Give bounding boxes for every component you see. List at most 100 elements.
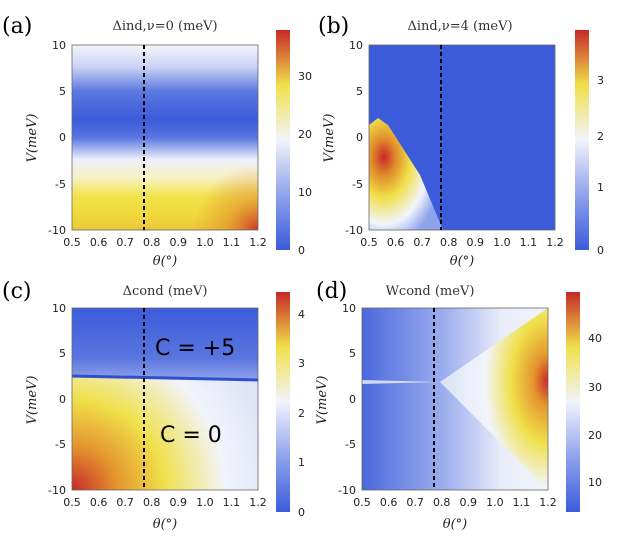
panel-a-label: (a) [2, 14, 32, 39]
x-tick: 0.5 [353, 496, 371, 509]
x-tick: 1.2 [249, 496, 267, 509]
panel-b-wedge [369, 118, 443, 230]
panel-c-ylabel: V(meV) [25, 376, 40, 425]
x-tick: 0.6 [387, 236, 405, 249]
panel-c-upper-region [72, 308, 258, 380]
cb-tick: 0 [597, 244, 604, 257]
panel-b-cbticks: 3 2 1 0 [597, 74, 604, 257]
cb-tick: 20 [588, 429, 602, 442]
x-tick: 0.9 [170, 236, 188, 249]
x-tick: 0.7 [413, 236, 431, 249]
x-tick: 1.1 [520, 236, 538, 249]
x-tick: 0.8 [143, 236, 161, 249]
panel-c-xlabel: θ(°) [153, 517, 177, 532]
x-tick: 0.6 [90, 496, 108, 509]
panel-d: (d) Wcond (meV) 0.5 0.6 0.7 0.8 0.9 1.0 … [315, 279, 602, 532]
x-tick: 1.2 [539, 496, 557, 509]
x-tick: 1.2 [546, 236, 564, 249]
y-tick: -5 [345, 438, 356, 451]
panel-c-label: (c) [2, 279, 32, 304]
panel-b-xticks: 0.5 0.6 0.7 0.8 0.9 1.0 1.1 1.2 [360, 236, 564, 249]
x-tick: 1.1 [513, 496, 531, 509]
y-tick: 10 [342, 302, 356, 315]
chern-label-lower: C = 0 [160, 423, 222, 448]
x-tick: 0.8 [440, 236, 458, 249]
y-tick: 5 [59, 347, 66, 360]
y-tick: -10 [338, 484, 356, 497]
panel-d-yticks: 10 5 0 -5 -10 [338, 302, 356, 497]
x-tick: 1.0 [486, 496, 504, 509]
cb-tick: 0 [298, 244, 305, 257]
cb-tick: 1 [298, 456, 305, 469]
x-tick: 0.9 [170, 496, 188, 509]
panel-d-ylabel: V(meV) [315, 376, 330, 425]
y-tick: 10 [52, 39, 66, 52]
cb-tick: 30 [588, 381, 602, 394]
y-tick: -5 [352, 178, 363, 191]
panel-c-yticks: 10 5 0 -5 -10 [48, 302, 66, 497]
panel-a-ylabel: V(meV) [25, 114, 40, 163]
panel-c: (c) Δcond (meV) C = +5 C = 0 0.5 0.6 0.7… [2, 279, 305, 532]
y-tick: 0 [349, 393, 356, 406]
panel-c-cbticks: 4 3 2 1 0 [298, 308, 305, 519]
panel-d-cbticks: 40 30 20 10 [588, 332, 602, 489]
y-tick: -10 [345, 224, 363, 237]
panel-d-label: (d) [316, 279, 347, 304]
panel-b-frame [368, 44, 556, 231]
panel-b-colorbar [575, 30, 589, 250]
x-tick: 1.1 [223, 236, 241, 249]
panel-b-xlabel: θ(°) [450, 254, 474, 269]
x-tick: 0.5 [360, 236, 378, 249]
cb-tick: 10 [298, 186, 312, 199]
x-tick: 0.6 [90, 236, 108, 249]
x-tick: 0.7 [116, 496, 134, 509]
x-tick: 1.0 [196, 236, 214, 249]
x-tick: 0.8 [433, 496, 451, 509]
y-tick: 5 [59, 85, 66, 98]
panel-a-xticks: 0.5 0.6 0.7 0.8 0.9 1.0 1.1 1.2 [63, 236, 267, 249]
y-tick: -5 [55, 438, 66, 451]
y-tick: 5 [349, 347, 356, 360]
panel-a-xlabel: θ(°) [153, 254, 177, 269]
cb-tick: 3 [298, 357, 305, 370]
panel-a-yticks: 10 5 0 -5 -10 [48, 39, 66, 237]
x-tick: 0.9 [467, 236, 485, 249]
x-tick: 0.5 [63, 236, 81, 249]
cb-tick: 4 [298, 308, 305, 321]
panel-d-colorbar [566, 292, 580, 512]
cb-tick: 1 [597, 181, 604, 194]
cb-tick: 3 [597, 74, 604, 87]
y-tick: -10 [48, 224, 66, 237]
y-tick: -10 [48, 484, 66, 497]
panel-a-frame [71, 44, 259, 231]
x-tick: 0.7 [406, 496, 424, 509]
panel-d-hot-wedge [440, 308, 548, 490]
cb-tick: 10 [588, 476, 602, 489]
cb-tick: 2 [597, 130, 604, 143]
panel-d-xticks: 0.5 0.6 0.7 0.8 0.9 1.0 1.1 1.2 [353, 496, 557, 509]
x-tick: 0.7 [116, 236, 134, 249]
panel-d-title: Wcond (meV) [386, 284, 475, 299]
cb-tick: 30 [298, 70, 312, 83]
x-tick: 0.6 [380, 496, 398, 509]
y-tick: -5 [55, 178, 66, 191]
x-tick: 0.8 [143, 496, 161, 509]
panel-b-label: (b) [318, 14, 349, 39]
panel-a-colorbar [276, 30, 290, 250]
panel-c-colorbar [276, 292, 290, 512]
cb-tick: 40 [588, 332, 602, 345]
y-tick: 5 [356, 85, 363, 98]
cb-tick: 20 [298, 128, 312, 141]
x-tick: 1.1 [223, 496, 241, 509]
y-tick: 0 [59, 393, 66, 406]
cb-tick: 0 [298, 506, 305, 519]
chern-label-upper: C = +5 [155, 336, 235, 361]
panel-d-xlabel: θ(°) [443, 517, 467, 532]
panel-b-title: Δind,ν=4 (meV) [407, 19, 512, 34]
y-tick: 10 [52, 302, 66, 315]
panel-c-title: Δcond (meV) [123, 284, 208, 299]
panel-a: (a) Δind,ν=0 (meV) 0.5 0.6 0.7 0.8 0.9 1… [2, 14, 312, 269]
panel-c-phase-boundary [71, 374, 259, 382]
x-tick: 0.5 [63, 496, 81, 509]
